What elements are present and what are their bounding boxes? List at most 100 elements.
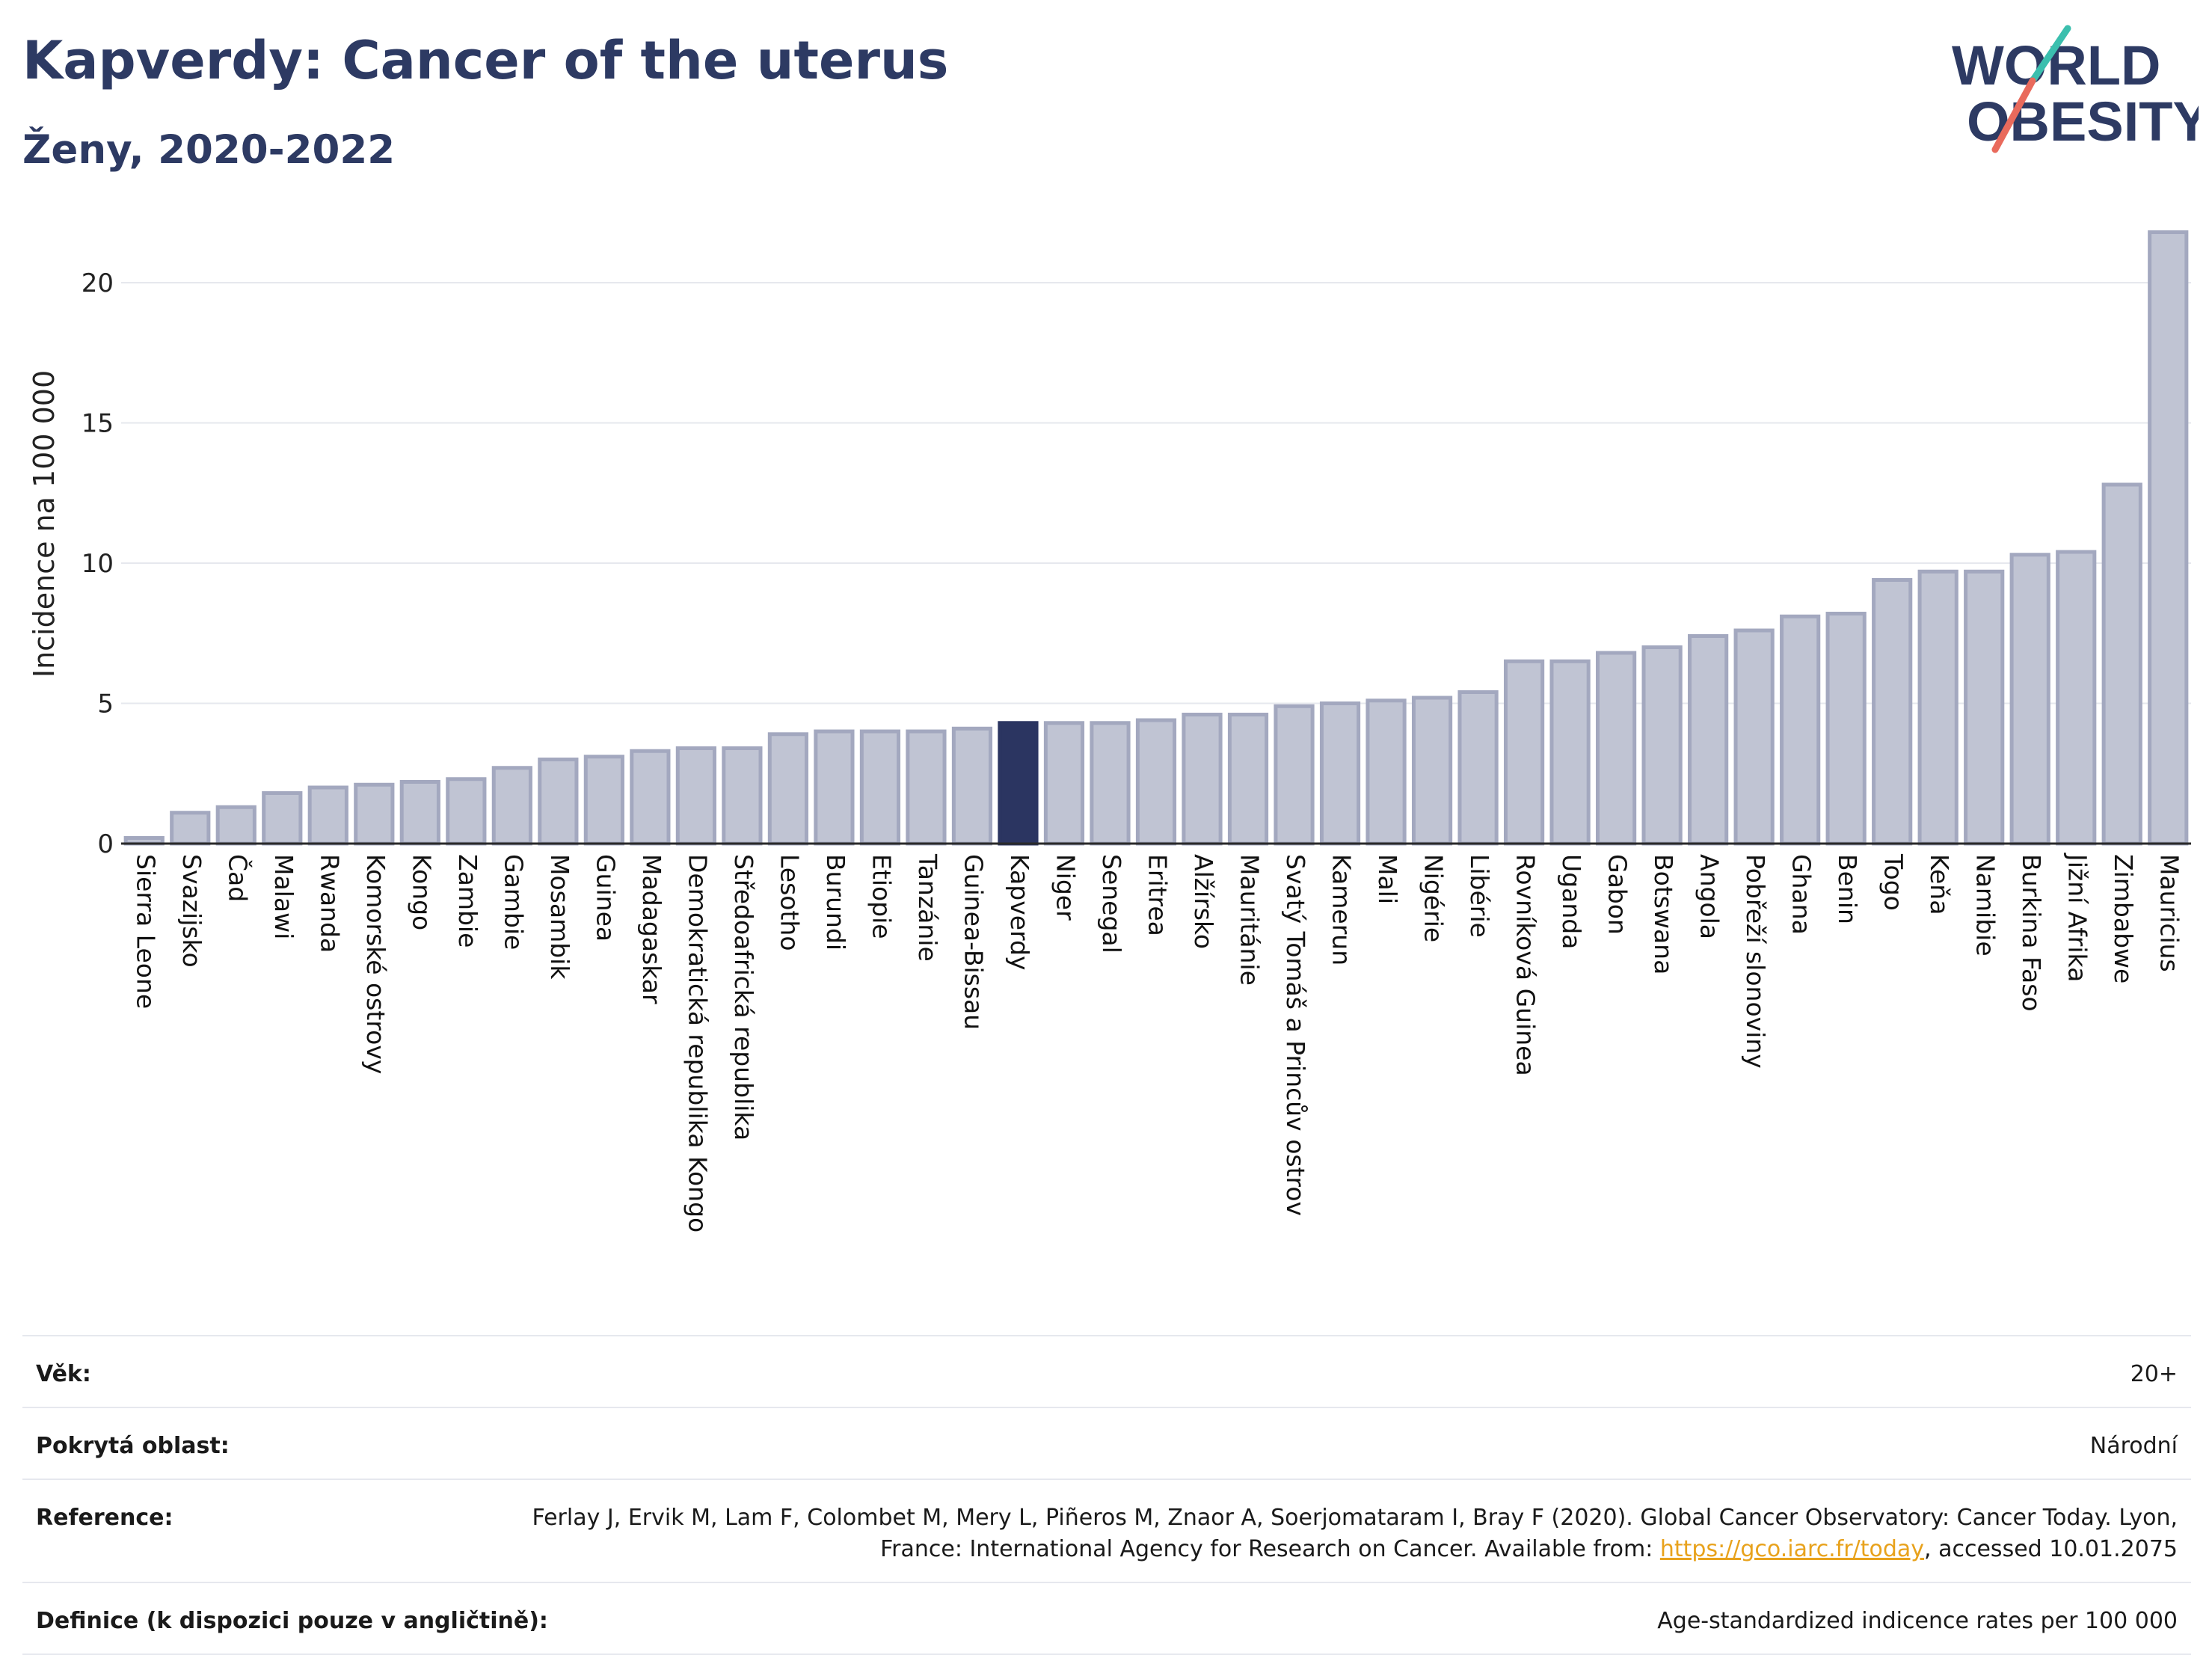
- reference-text: Ferlay J, Ervik M, Lam F, Colombet M, Me…: [532, 1505, 2178, 1562]
- y-tick-label: 0: [97, 829, 114, 859]
- x-tick-label: Mosambik: [545, 854, 574, 980]
- bar: [262, 791, 303, 846]
- bar: [2148, 230, 2189, 846]
- x-tick-label: Mali: [1373, 854, 1402, 904]
- x-tick-label: Demokratická republika Kongo: [683, 854, 712, 1232]
- x-tick-label: Komorské ostrovy: [361, 854, 390, 1074]
- x-tick-label: Mauritánie: [1235, 854, 1265, 986]
- info-row-age: Věk: 20+: [22, 1336, 2191, 1408]
- bar: [1641, 645, 1683, 846]
- x-tick-label: Pobřeží slonoviny: [1741, 854, 1770, 1069]
- x-tick-label: Angola: [1695, 854, 1724, 939]
- bar: [1227, 713, 1269, 846]
- x-tick-label: Niger: [1051, 854, 1080, 921]
- world-obesity-logo[interactable]: WORLD OBESITY: [1944, 21, 2210, 163]
- bar: [814, 729, 855, 846]
- bar: [1043, 721, 1085, 846]
- bar: [1825, 612, 1867, 846]
- bar: [1964, 569, 2005, 846]
- info-row-coverage: Pokrytá oblast: Národní: [22, 1408, 2191, 1480]
- x-tick-label: Čad: [223, 854, 253, 902]
- bar: [1596, 651, 1637, 846]
- x-tick-label: Rwanda: [315, 854, 344, 953]
- info-value-coverage: Národní: [2089, 1433, 2178, 1459]
- x-tick-label: Keňa: [1925, 854, 1954, 915]
- x-tick-label: Togo: [1879, 853, 1908, 911]
- bar: [1688, 634, 1729, 846]
- x-tick-label: Benin: [1833, 854, 1862, 924]
- y-tick-label: 15: [82, 409, 114, 439]
- x-tick-label: Rovníková Guinea: [1511, 854, 1540, 1076]
- x-tick-label: Tanzánie: [913, 853, 942, 962]
- bar: [1135, 718, 1177, 846]
- info-value-definition: Age-standardized indicence rates per 100…: [1657, 1608, 2178, 1634]
- x-tick-label: Kapverdy: [1005, 854, 1034, 971]
- reference-accessed: , accessed 10.01.2075: [1924, 1536, 2178, 1562]
- x-axis-labels: Sierra Leone Svazijsko Čad Malawi Rwanda Komo…: [131, 853, 2184, 1232]
- x-tick-label: Senegal: [1097, 854, 1126, 954]
- info-row-definition: Definice (k dispozici pouze v angličtině…: [22, 1583, 2191, 1655]
- bar-chart: 0 5 10 15 20 Sierra Leone Svazijsko Čad Malawi R…: [28, 230, 2191, 1232]
- info-table: Věk: 20+ Pokrytá oblast: Národní Referen…: [22, 1335, 2191, 1655]
- x-tick-label: Madagaskar: [637, 854, 666, 1004]
- bar: [583, 755, 624, 846]
- bar: [1411, 696, 1453, 846]
- info-key-reference: Reference:: [36, 1505, 173, 1531]
- bar: [1872, 578, 1913, 846]
- bar: [538, 758, 579, 846]
- bar: [722, 746, 763, 846]
- x-tick-label: Libérie: [1465, 854, 1494, 938]
- bar: [1319, 701, 1361, 846]
- x-tick-label: Kongo: [407, 854, 436, 930]
- x-tick-label: Sierra Leone: [131, 854, 160, 1009]
- info-row-reference: Reference: Ferlay J, Ervik M, Lam F, Col…: [22, 1480, 2191, 1583]
- y-axis-ticks: 0 5 10 15 20: [82, 268, 114, 859]
- reference-link[interactable]: https://gco.iarc.fr/today: [1659, 1536, 1925, 1562]
- bar: [399, 780, 440, 846]
- info-key-coverage: Pokrytá oblast:: [36, 1433, 230, 1459]
- info-key-age: Věk:: [36, 1361, 91, 1387]
- x-tick-label: Středoafrická republika: [729, 854, 758, 1140]
- x-tick-label: Guinea: [591, 854, 620, 942]
- bar: [2056, 550, 2097, 846]
- x-tick-label: Nigérie: [1419, 854, 1448, 942]
- x-tick-label: Gambie: [499, 854, 528, 950]
- info-key-definition: Definice (k dispozici pouze v angličtině…: [36, 1608, 548, 1634]
- x-tick-label: Burkina Faso: [2017, 854, 2046, 1012]
- x-tick-label: Mauricius: [2155, 854, 2184, 972]
- x-tick-label: Guinea-Bissau: [959, 854, 988, 1030]
- bar: [1274, 704, 1315, 846]
- x-tick-label: Botswana: [1649, 854, 1678, 974]
- bar: [491, 766, 532, 846]
- bar: [354, 782, 395, 846]
- bar: [675, 746, 716, 846]
- x-tick-label: Jižní Afrika: [2063, 853, 2092, 982]
- bar: [1503, 659, 1545, 846]
- chart-subtitle: Ženy, 2020-2022: [22, 127, 396, 173]
- x-tick-label: Malawi: [269, 854, 298, 939]
- x-tick-label: Ghana: [1787, 854, 1816, 935]
- x-tick-label: Namibie: [1971, 854, 2000, 957]
- bar: [2101, 482, 2142, 846]
- x-tick-label: Uganda: [1557, 854, 1586, 949]
- x-tick-label: Gabon: [1603, 854, 1632, 935]
- y-axis-title: Incidence na 100 000: [28, 370, 61, 678]
- bar: [1917, 569, 1958, 846]
- bar: [2009, 553, 2050, 846]
- bar: [1549, 659, 1591, 846]
- bar: [906, 729, 947, 846]
- y-tick-label: 20: [82, 268, 114, 298]
- bar: [998, 721, 1039, 846]
- bar: [1780, 614, 1821, 846]
- info-value-reference: Ferlay J, Ervik M, Lam F, Colombet M, Me…: [495, 1502, 2178, 1565]
- bar: [859, 729, 901, 846]
- bars: [123, 230, 2189, 846]
- x-tick-label: Lesotho: [775, 854, 804, 951]
- y-tick-label: 5: [97, 690, 114, 719]
- bar: [1182, 713, 1223, 846]
- bar: [446, 777, 487, 846]
- bar: [1733, 628, 1775, 846]
- bar: [630, 749, 671, 846]
- bar: [767, 732, 809, 846]
- x-tick-label: Kamerun: [1327, 854, 1357, 965]
